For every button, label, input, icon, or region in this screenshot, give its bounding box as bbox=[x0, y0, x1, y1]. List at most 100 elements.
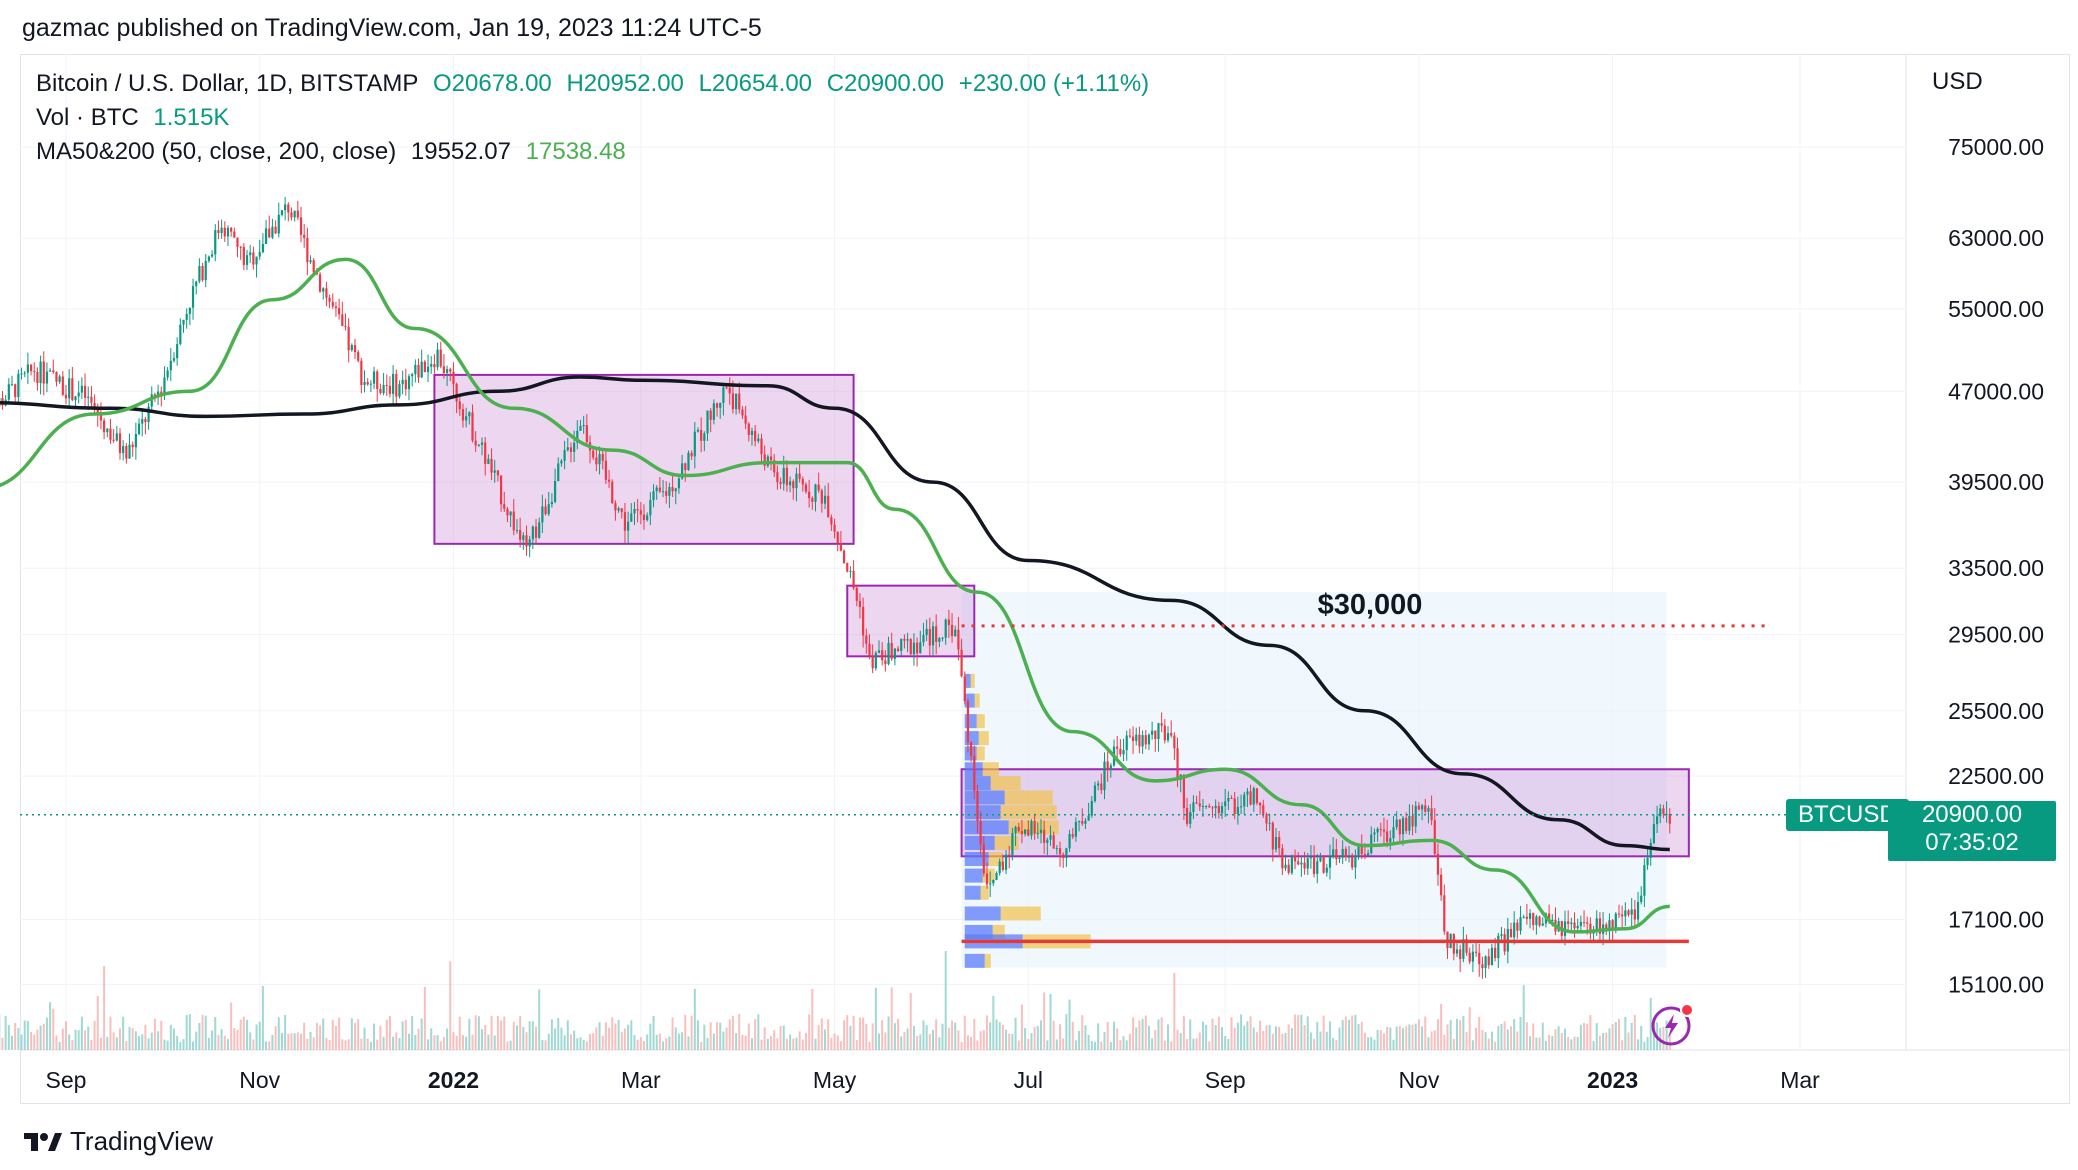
candle-body bbox=[715, 403, 719, 408]
candle-body bbox=[655, 487, 658, 492]
volume-bar bbox=[1297, 1014, 1300, 1050]
candle-body bbox=[1608, 920, 1611, 932]
volume-bar bbox=[652, 1015, 655, 1050]
volume-bar bbox=[1100, 1041, 1103, 1050]
volume-bar bbox=[1643, 1041, 1646, 1050]
volume-bar bbox=[833, 1033, 836, 1050]
volume-bar bbox=[547, 1033, 550, 1050]
volume-bar bbox=[33, 1034, 36, 1050]
volume-bar bbox=[401, 1021, 404, 1050]
volume-bar bbox=[1036, 1025, 1039, 1050]
candle-body bbox=[293, 210, 296, 218]
candle-body bbox=[947, 619, 950, 625]
x-tick-label: Nov bbox=[239, 1067, 280, 1093]
candle-body bbox=[322, 288, 325, 292]
candle-body bbox=[369, 383, 372, 385]
volume-bar bbox=[512, 1021, 515, 1050]
volume-bar bbox=[1316, 1022, 1319, 1050]
volume-bar bbox=[509, 1040, 512, 1050]
volume-bar bbox=[1344, 1016, 1347, 1050]
volume-bar bbox=[134, 1031, 137, 1050]
volume-bar bbox=[125, 1041, 128, 1050]
volume-bar bbox=[1332, 1037, 1335, 1050]
volume-bar bbox=[709, 1022, 712, 1050]
candle-body bbox=[928, 628, 931, 646]
candle-body bbox=[1462, 939, 1465, 959]
volume-bar bbox=[1516, 1031, 1519, 1050]
candle-body bbox=[80, 385, 83, 393]
volume-bar bbox=[1525, 1022, 1528, 1050]
volume-bar bbox=[576, 1038, 579, 1050]
volume-bar bbox=[1443, 1034, 1446, 1050]
candle-body bbox=[325, 288, 328, 298]
candle-body bbox=[1093, 785, 1097, 801]
volume-bar bbox=[963, 1015, 966, 1050]
candle-body bbox=[544, 506, 547, 515]
candle-body bbox=[925, 628, 928, 636]
volume-bar bbox=[1011, 1034, 1014, 1050]
volume-bar bbox=[1640, 1025, 1643, 1050]
candle-body bbox=[817, 484, 820, 491]
volume-bar bbox=[706, 1037, 709, 1050]
candle-body bbox=[1046, 839, 1049, 843]
candle-body bbox=[328, 297, 331, 302]
candle-body bbox=[33, 371, 36, 373]
candle-body bbox=[1065, 848, 1068, 858]
profile-bar-down bbox=[990, 776, 1021, 791]
volume-bar bbox=[595, 1027, 598, 1050]
candle-body bbox=[779, 482, 782, 484]
volume-bar bbox=[1268, 1024, 1271, 1050]
volume-bar bbox=[407, 1033, 410, 1050]
candle-body bbox=[372, 371, 376, 384]
volume-bar bbox=[20, 1034, 23, 1050]
volume-bar bbox=[1598, 1035, 1601, 1050]
volume-bar bbox=[795, 1037, 798, 1050]
volume-bar bbox=[897, 1018, 900, 1050]
volume-bar bbox=[979, 1031, 982, 1050]
volume-bar bbox=[265, 1041, 268, 1050]
candle-body bbox=[1481, 964, 1484, 969]
volume-bar bbox=[1259, 1020, 1262, 1050]
candle-body bbox=[1420, 805, 1424, 810]
volume-bar bbox=[776, 1038, 779, 1050]
candle-body bbox=[1011, 833, 1014, 856]
candle-body bbox=[363, 381, 366, 386]
volume-bar bbox=[363, 1027, 366, 1050]
candle-body bbox=[582, 425, 585, 427]
volume-bar bbox=[357, 1019, 360, 1050]
volume-bar bbox=[1182, 1016, 1185, 1050]
lightning-icon[interactable] bbox=[1650, 1002, 1696, 1048]
volume-bar bbox=[506, 1041, 509, 1050]
volume-bar bbox=[566, 1020, 569, 1050]
candle-body bbox=[318, 274, 322, 292]
candle-body bbox=[998, 861, 1001, 874]
candle-body bbox=[639, 510, 642, 515]
candle-body bbox=[1176, 748, 1179, 780]
candle-body bbox=[741, 409, 744, 416]
volume-bar bbox=[1490, 1031, 1493, 1050]
candle-body bbox=[982, 844, 985, 874]
candle-body bbox=[1173, 735, 1176, 749]
candle-body bbox=[1087, 815, 1090, 821]
candle-body bbox=[1633, 909, 1636, 920]
volume-bar bbox=[258, 1021, 261, 1050]
candle-body bbox=[115, 433, 118, 441]
candle-body bbox=[1030, 821, 1033, 836]
volume-bar bbox=[912, 1025, 915, 1050]
volume-bar bbox=[490, 1015, 493, 1050]
candle-body bbox=[1141, 735, 1144, 747]
candle-body bbox=[1347, 856, 1351, 858]
tradingview-footer: TradingView bbox=[22, 1126, 213, 1157]
candle-body bbox=[395, 373, 398, 397]
volume-bar bbox=[1313, 1038, 1316, 1050]
volume-bar bbox=[201, 1014, 204, 1050]
x-tick-label: Mar bbox=[1780, 1067, 1820, 1093]
volume-bar bbox=[436, 1035, 439, 1050]
volume-bar bbox=[1287, 1024, 1290, 1050]
volume-bar bbox=[646, 1034, 649, 1050]
candle-body bbox=[71, 378, 74, 401]
volume-bar bbox=[747, 1023, 750, 1050]
candle-body bbox=[10, 384, 14, 386]
candle-body bbox=[1373, 832, 1376, 835]
